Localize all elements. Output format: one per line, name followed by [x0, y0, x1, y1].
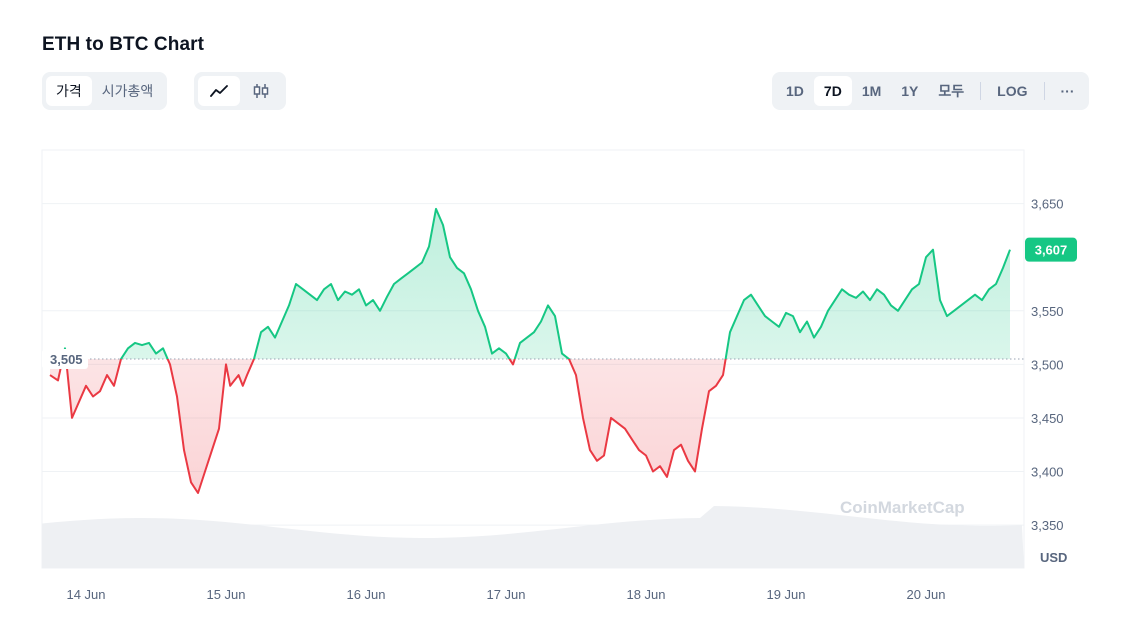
- x-tick-label: 17 Jun: [486, 587, 525, 602]
- y-tick-label: 3,550: [1031, 304, 1064, 319]
- x-tick-label: 14 Jun: [66, 587, 105, 602]
- baseline-value-label: 3,505: [50, 352, 83, 367]
- tab-1m[interactable]: 1M: [861, 83, 882, 99]
- more-options-icon[interactable]: ···: [1060, 83, 1075, 99]
- tab-1y[interactable]: 1Y: [901, 83, 919, 99]
- area-above-baseline: [50, 208, 1010, 359]
- tab-market-cap[interactable]: 시가총액: [101, 83, 154, 99]
- time-range-tabs: 1D 7D 1M 1Y 모두 LOG ···: [772, 72, 1089, 110]
- y-tick-label: 3,500: [1031, 357, 1064, 372]
- divider: [1043, 82, 1045, 100]
- tab-1d[interactable]: 1D: [786, 83, 804, 99]
- tab-all[interactable]: 모두: [938, 83, 965, 99]
- baseline-badge: [42, 349, 88, 369]
- x-tick-label: 16 Jun: [346, 587, 385, 602]
- log-scale-button[interactable]: LOG: [997, 83, 1028, 99]
- current-price-label: 3,607: [1035, 243, 1068, 258]
- y-tick-label: 3,650: [1031, 197, 1064, 212]
- price-line-down: [49, 359, 727, 494]
- price-line-up: [61, 207, 1011, 359]
- x-tick-label: 15 Jun: [206, 587, 245, 602]
- y-tick-label: 3,400: [1031, 465, 1064, 480]
- x-tick-label: 19 Jun: [766, 587, 805, 602]
- candlestick-icon[interactable]: [240, 76, 282, 106]
- volume-area: [42, 506, 1024, 568]
- tab-price[interactable]: 가격: [46, 76, 92, 106]
- y-unit-label: USD: [1040, 550, 1067, 565]
- y-tick-label: 3,350: [1031, 518, 1064, 533]
- chart-style-toggle: [194, 72, 286, 110]
- current-price-badge: [1025, 237, 1077, 262]
- line-chart-icon[interactable]: [198, 76, 240, 106]
- tab-7d[interactable]: 7D: [813, 76, 852, 106]
- y-tick-label: 3,450: [1031, 411, 1064, 426]
- x-tick-label: 18 Jun: [626, 587, 665, 602]
- divider: [980, 82, 982, 100]
- chart-title: ETH to BTC Chart: [42, 34, 205, 55]
- watermark: CoinMarketCap: [840, 498, 965, 517]
- chart-type-tabs: 가격 시가총액: [42, 72, 168, 110]
- x-tick-label: 20 Jun: [906, 587, 945, 602]
